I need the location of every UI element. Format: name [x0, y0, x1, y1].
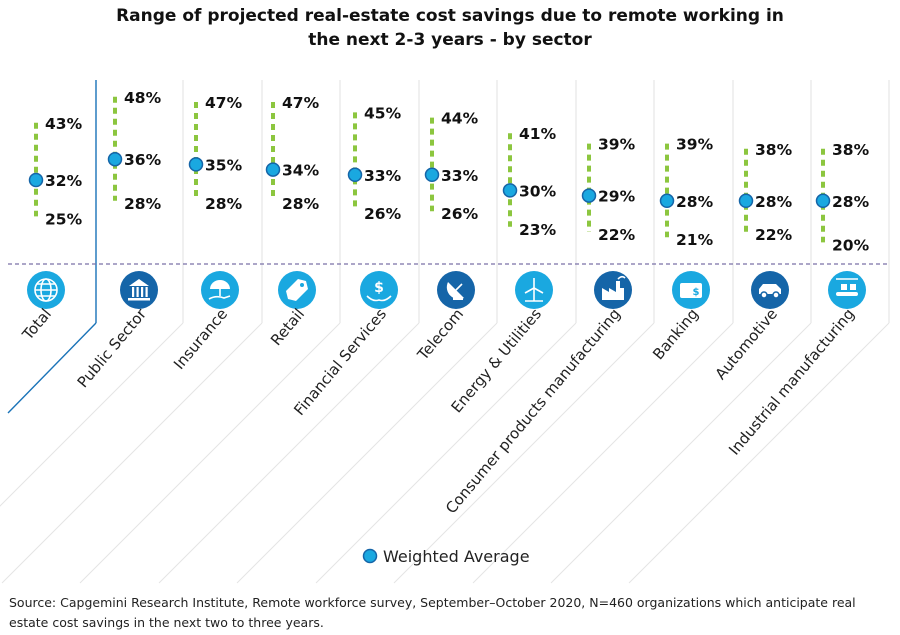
average-label-insurance: 35%	[205, 156, 243, 174]
chart-marks: 43% 32% 25% 48% 36% 28% 47% 35% 28% 47% 34% 28% 45% 3…	[28, 89, 870, 254]
total-divider-diagonal	[7, 322, 97, 414]
svg-text:$: $	[374, 280, 384, 296]
average-marker-energy-and-utilities	[502, 183, 518, 198]
high-label-insurance: 47%	[205, 94, 243, 112]
chart-title-line-2: the next 2-3 years - by sector	[308, 30, 592, 50]
category-label-banking: Banking	[649, 305, 702, 363]
average-marker-automotive	[738, 193, 754, 209]
low-label-public-sector: 28%	[124, 195, 162, 213]
car-icon	[751, 271, 789, 309]
column-divider-tail	[550, 322, 812, 584]
average-marker-total	[28, 172, 44, 188]
conveyor-icon	[828, 271, 866, 309]
svg-text:$: $	[693, 287, 700, 298]
average-label-automotive: 28%	[755, 193, 793, 211]
average-marker-industrial-manufacturing	[815, 193, 831, 209]
column-divider-lines	[0, 80, 890, 584]
dollar-hand-icon: $	[360, 271, 398, 309]
average-label-energy-and-utilities: 30%	[519, 182, 557, 200]
sector-icons: $ $	[27, 271, 866, 309]
column-divider-tail	[315, 322, 577, 584]
average-label-telecom: 33%	[441, 167, 479, 185]
column-divider-tail	[79, 322, 341, 584]
column-divider-tail	[628, 322, 890, 584]
high-label-industrial-manufacturing: 38%	[832, 141, 870, 159]
low-label-energy-and-utilities: 23%	[519, 221, 557, 239]
category-label-retail: Retail	[267, 305, 308, 349]
average-marker-financial-services	[347, 167, 363, 183]
price-tag-icon	[278, 271, 316, 309]
factory-icon	[594, 271, 632, 309]
chart-title: Range of projected real-estate cost savi…	[0, 4, 900, 52]
source-note: Source: Capgemini Research Institute, Re…	[9, 595, 856, 630]
chart-title-line-1: Range of projected real-estate cost savi…	[116, 6, 784, 26]
category-labels: Total Public Sector Insurance RetailFinanci…	[18, 304, 858, 517]
legend-label: Weighted Average	[383, 547, 530, 566]
average-marker-retail	[265, 162, 281, 177]
satellite-dish-icon	[437, 271, 475, 309]
category-label-consumer-products-manufacturing: Consumer products manufacturing	[442, 305, 624, 517]
category-label-automotive: Automotive	[711, 305, 781, 383]
category-label-public-sector: Public Sector	[74, 304, 151, 391]
average-marker-insurance	[188, 157, 204, 172]
bank-icon	[120, 271, 158, 309]
average-label-retail: 34%	[282, 162, 320, 180]
column-divider-tail	[1, 322, 263, 584]
low-label-insurance: 28%	[205, 195, 243, 213]
globe-icon	[27, 271, 65, 309]
high-label-total: 43%	[45, 115, 83, 133]
umbrella-hand-icon	[201, 271, 239, 309]
high-label-automotive: 38%	[755, 141, 793, 159]
average-label-total: 32%	[45, 172, 83, 190]
low-label-telecom: 26%	[441, 205, 479, 223]
average-label-industrial-manufacturing: 28%	[832, 193, 870, 211]
average-marker-public-sector	[107, 151, 123, 167]
wallet-icon: $	[672, 271, 710, 309]
high-label-public-sector: 48%	[124, 89, 162, 107]
average-label-consumer-products-manufacturing: 29%	[598, 188, 636, 206]
low-label-industrial-manufacturing: 20%	[832, 236, 870, 254]
high-label-telecom: 44%	[441, 110, 479, 128]
legend: Weighted Average	[362, 547, 530, 566]
low-label-automotive: 22%	[755, 226, 793, 244]
average-label-banking: 28%	[676, 193, 714, 211]
category-label-telecom: Telecom	[413, 305, 467, 364]
wind-turbine-icon	[515, 271, 553, 309]
low-label-consumer-products-manufacturing: 22%	[598, 226, 636, 244]
legend-marker	[362, 548, 378, 564]
column-divider-tail	[236, 322, 498, 584]
column-divider-tail	[472, 322, 734, 584]
low-label-banking: 21%	[676, 231, 714, 249]
high-label-consumer-products-manufacturing: 39%	[598, 136, 636, 154]
low-label-retail: 28%	[282, 195, 320, 213]
category-label-industrial-manufacturing: Industrial manufacturing	[725, 305, 858, 459]
high-label-banking: 39%	[676, 136, 714, 154]
average-marker-telecom	[424, 167, 440, 183]
high-label-financial-services: 45%	[364, 104, 402, 122]
average-marker-consumer-products-manufacturing	[581, 188, 597, 203]
high-label-energy-and-utilities: 41%	[519, 125, 557, 143]
column-divider-tail	[393, 322, 655, 584]
low-label-total: 25%	[45, 210, 83, 228]
average-marker-banking	[659, 193, 675, 209]
low-label-financial-services: 26%	[364, 205, 402, 223]
column-divider-tail	[158, 322, 420, 584]
category-label-total: Total	[18, 305, 55, 344]
average-label-financial-services: 33%	[364, 167, 402, 185]
column-divider-tail	[0, 322, 184, 507]
high-label-retail: 47%	[282, 94, 320, 112]
average-label-public-sector: 36%	[124, 151, 162, 169]
